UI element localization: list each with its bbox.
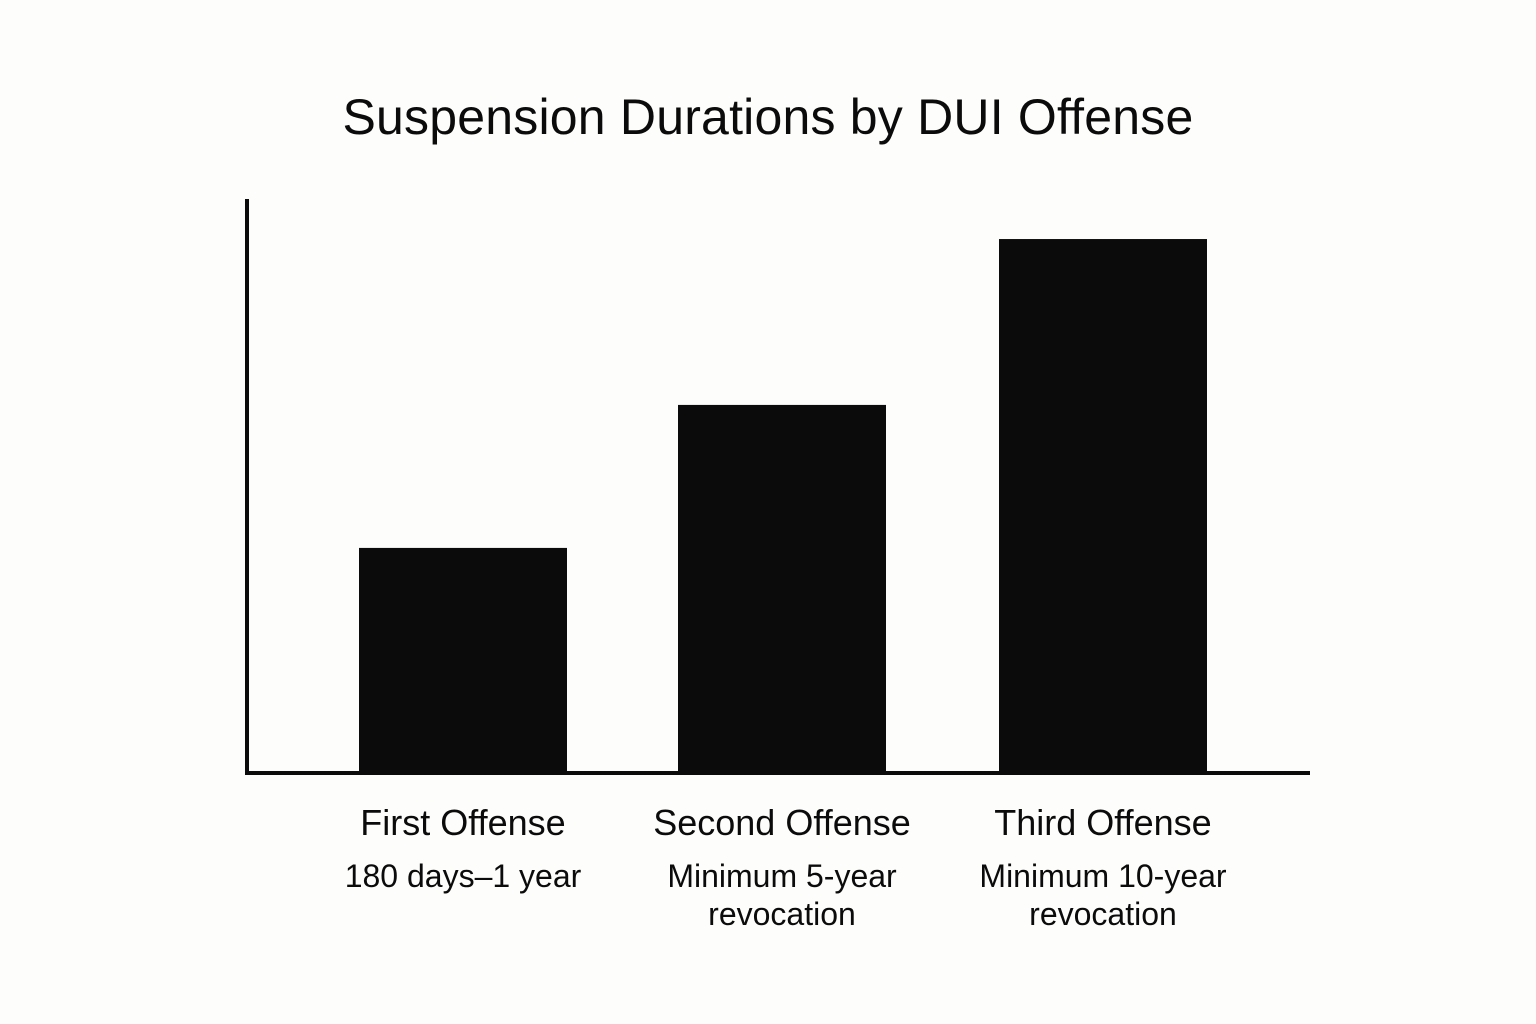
category-detail-2-line-2: revocation [708, 896, 856, 932]
category-detail-1-line-1: 180 days–1 year [345, 858, 582, 894]
bars-layer [359, 239, 1207, 772]
category-label-2: Second Offense [653, 802, 911, 843]
bar-1 [359, 547, 567, 771]
chart-title: Suspension Durations by DUI Offense [342, 89, 1194, 145]
category-detail-3-line-1: Minimum 10-year [979, 858, 1227, 894]
category-detail-3-line-2: revocation [1029, 896, 1177, 932]
category-label-3: Third Offense [994, 802, 1211, 843]
bar-3 [999, 239, 1207, 772]
bar-2 [678, 404, 886, 771]
category-detail-2-line-1: Minimum 5-year [667, 858, 897, 894]
category-label-1: First Offense [360, 802, 565, 843]
labels-layer: First Offense 180 days–1 year Second Offen… [345, 802, 1227, 932]
